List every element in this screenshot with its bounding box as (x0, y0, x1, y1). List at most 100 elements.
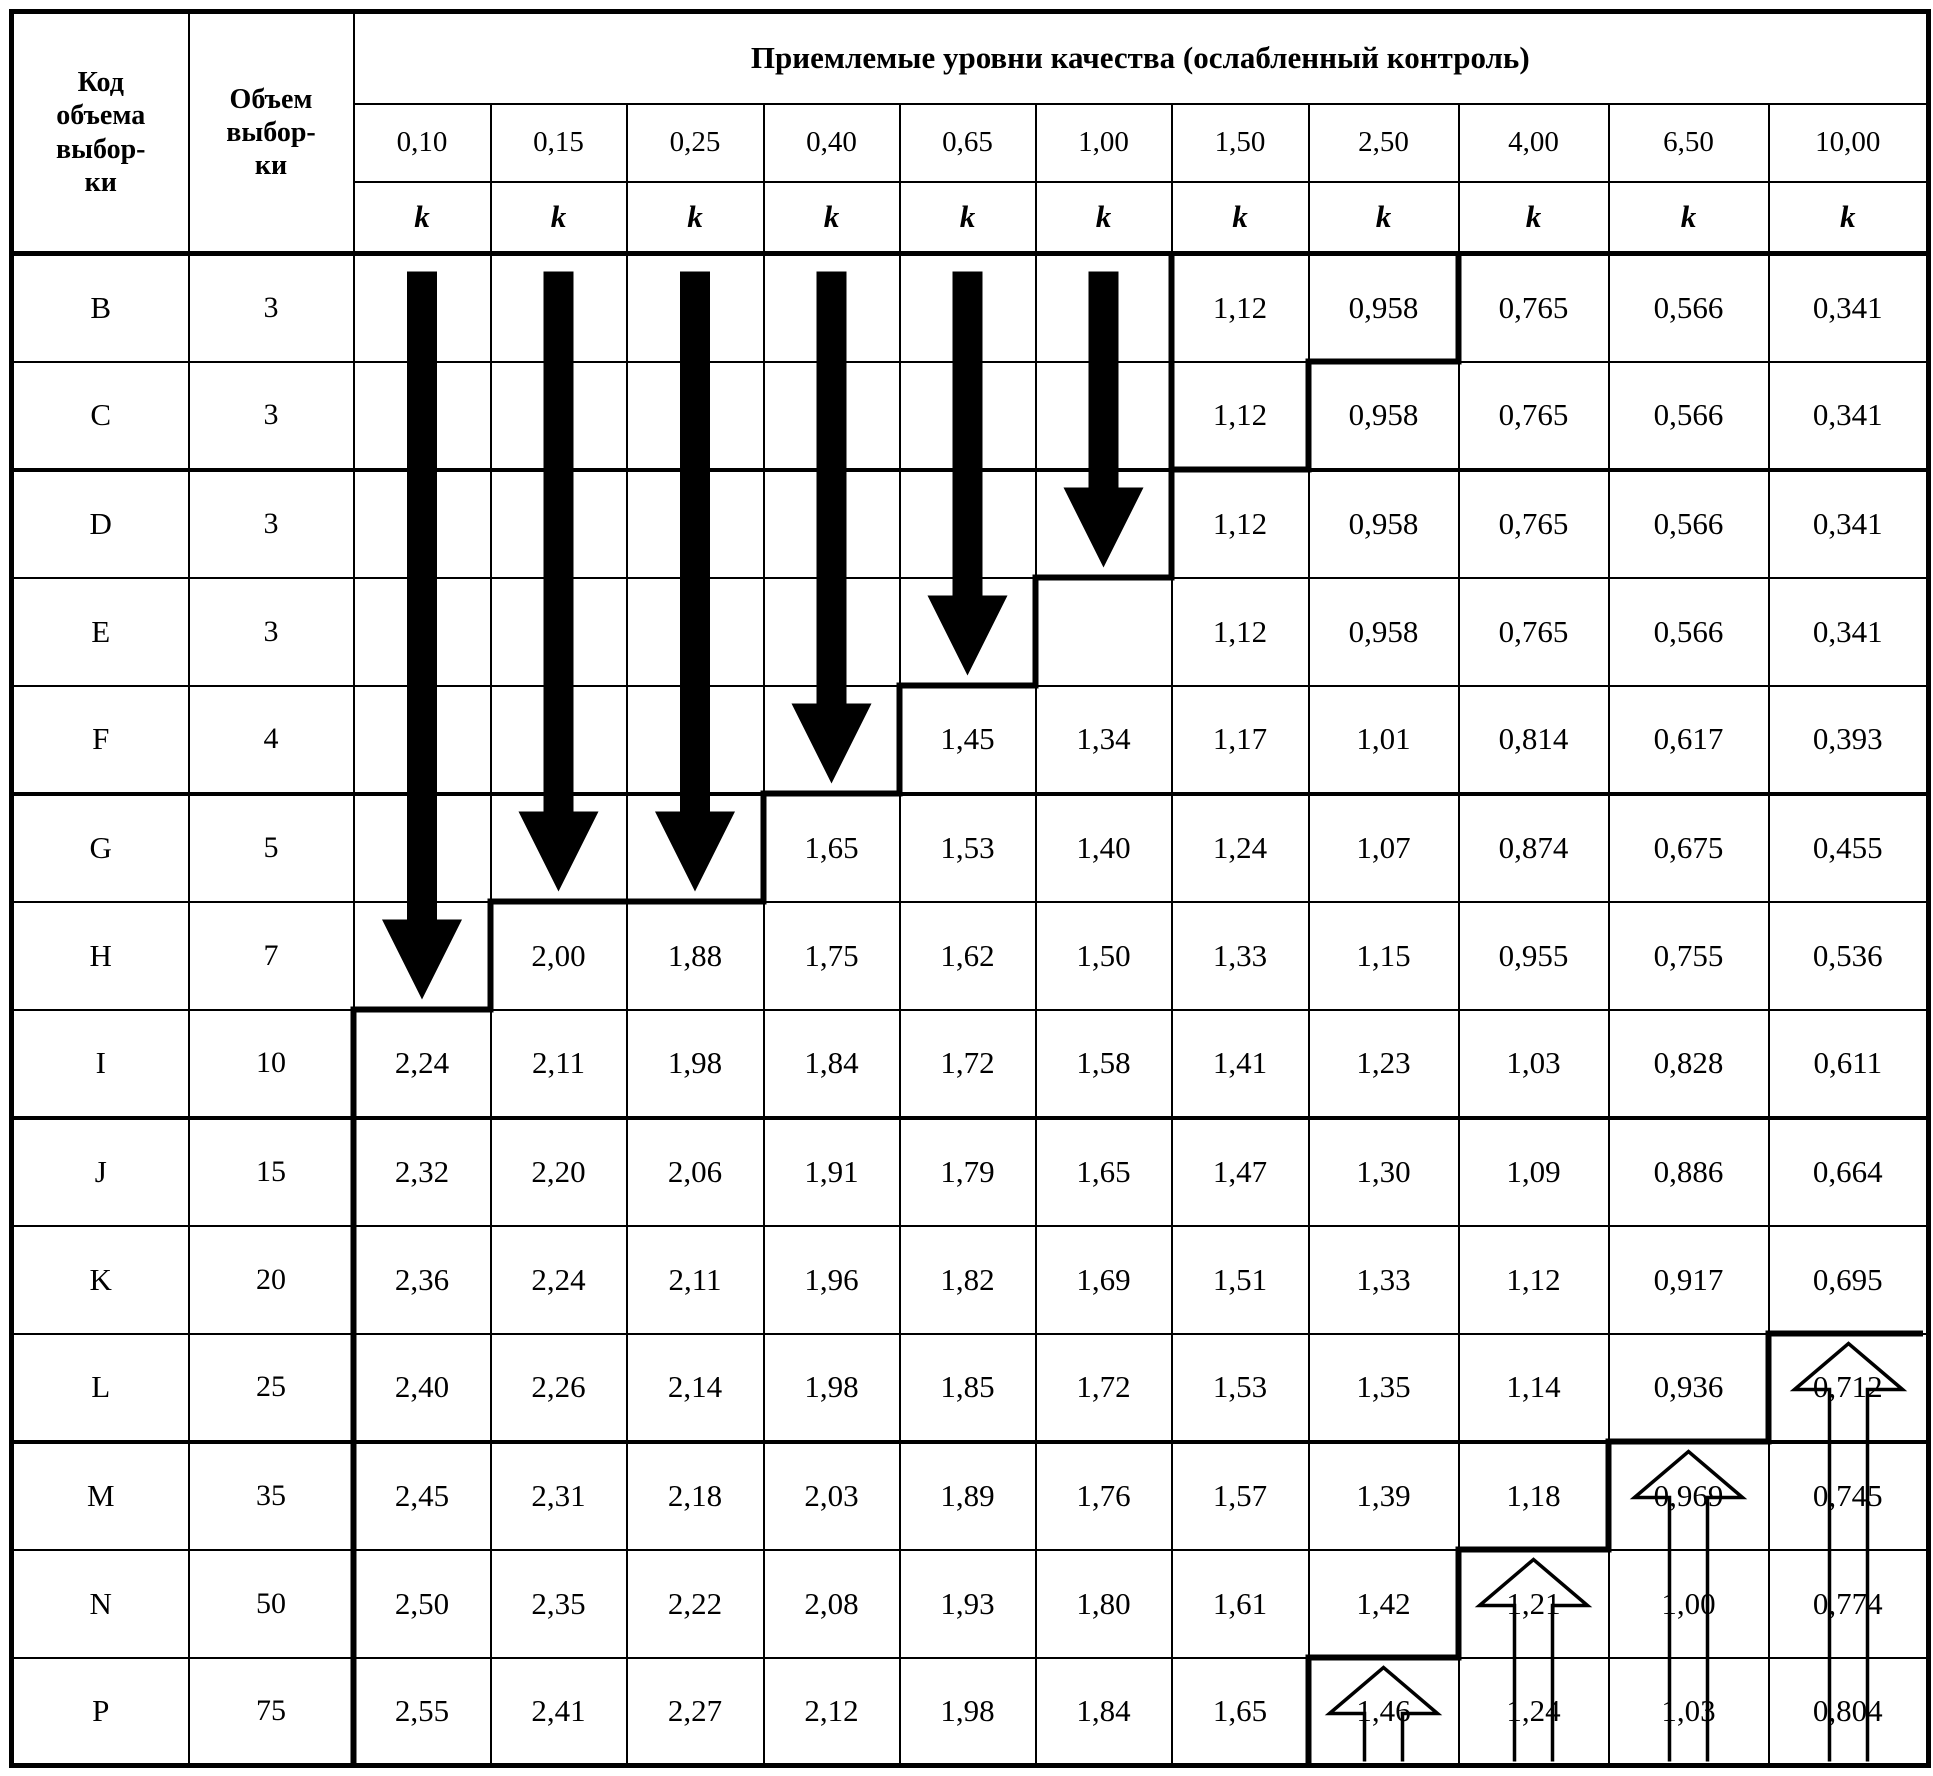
table-row: P 75 2,55 2,41 2,27 2,12 1,98 1,84 1,65 1,46 1,24 1… (10, 1656, 1930, 1767)
k-value-cell: 0,566 (1607, 467, 1770, 579)
aql-column-header: 6,50 (1607, 102, 1770, 183)
k-value-cell: 1,46 (1307, 1656, 1460, 1767)
sample-size-code-cell: F (10, 684, 190, 795)
aql-column-header: 0,40 (762, 102, 901, 183)
k-value-cell: 0,617 (1607, 684, 1770, 795)
k-value-cell: 2,18 (625, 1439, 765, 1551)
aql-column-header: 4,00 (1457, 102, 1610, 183)
sample-size-cell: 35 (187, 1439, 355, 1551)
sample-size-cell: 75 (187, 1656, 355, 1767)
table-row: E 3 1,12 0,958 0,765 0,566 0,341 (10, 576, 1930, 687)
aql-column-header: 0,25 (625, 102, 765, 183)
table-row: K 20 2,36 2,24 2,11 1,96 1,82 1,69 1,51 1,33 1,12 0… (10, 1224, 1930, 1335)
k-value-cell: 1,21 (1457, 1548, 1610, 1659)
sample-size-cell: 10 (187, 1008, 355, 1119)
table-row: G 5 1,65 1,53 1,40 1,24 1,07 0,874 0,675 0,455 (10, 791, 1930, 903)
sample-size-code-cell: N (10, 1548, 190, 1659)
k-value-cell: 0,958 (1307, 251, 1460, 363)
k-value-cell: 0,936 (1607, 1332, 1770, 1443)
k-value-cell: 1,14 (1457, 1332, 1610, 1443)
k-value-cell: 1,24 (1170, 791, 1310, 903)
k-statistic-header: k (1457, 180, 1610, 255)
k-value-cell: 0,611 (1767, 1008, 1930, 1119)
k-value-cell: 1,07 (1307, 791, 1460, 903)
k-value-cell (762, 360, 901, 471)
k-value-cell: 1,84 (762, 1008, 901, 1119)
k-value-cell (352, 251, 492, 363)
table-row: C 3 1,12 0,958 0,765 0,566 0,341 (10, 360, 1930, 471)
k-value-cell: 0,341 (1767, 251, 1930, 363)
k-value-cell: 2,22 (625, 1548, 765, 1659)
k-value-cell (762, 467, 901, 579)
k-value-cell: 2,24 (489, 1224, 628, 1335)
aql-column-header: 1,00 (1034, 102, 1173, 183)
k-value-cell: 1,65 (1034, 1115, 1173, 1227)
k-value-cell: 1,12 (1457, 1224, 1610, 1335)
k-value-cell: 1,91 (762, 1115, 901, 1227)
k-value-cell: 0,886 (1607, 1115, 1770, 1227)
table-row: I 10 2,24 2,11 1,98 1,84 1,72 1,58 1,41 1,23 1,03 0… (10, 1008, 1930, 1119)
k-value-cell: 1,12 (1170, 360, 1310, 471)
k-value-cell: 1,41 (1170, 1008, 1310, 1119)
k-value-cell (1034, 467, 1173, 579)
k-value-cell: 1,98 (898, 1656, 1037, 1767)
k-value-cell: 2,50 (352, 1548, 492, 1659)
sample-size-code-cell: B (10, 251, 190, 363)
reduced-inspection-k-table: Код объема выбор- ки Объем выбор- ки При… (9, 9, 1932, 1768)
k-value-cell: 2,27 (625, 1656, 765, 1767)
table-row: J 15 2,32 2,20 2,06 1,91 1,79 1,65 1,47 1,30 1,09 0… (10, 1115, 1930, 1227)
k-statistic-header: k (762, 180, 901, 255)
k-value-cell: 2,26 (489, 1332, 628, 1443)
k-value-cell: 0,695 (1767, 1224, 1930, 1335)
aql-column-header: 10,00 (1767, 102, 1930, 183)
k-value-cell: 1,33 (1307, 1224, 1460, 1335)
k-value-cell (352, 791, 492, 903)
k-value-cell (489, 684, 628, 795)
k-value-cell (1034, 251, 1173, 363)
sample-size-cell: 5 (187, 791, 355, 903)
sample-size-code-cell: P (10, 1656, 190, 1767)
k-value-cell: 1,62 (898, 900, 1037, 1011)
k-value-cell: 1,88 (625, 900, 765, 1011)
sample-size-code-cell: C (10, 360, 190, 471)
header-sample-size-code: Код объема выбор- ки (10, 10, 190, 255)
sample-size-cell: 3 (187, 576, 355, 687)
sample-size-cell: 7 (187, 900, 355, 1011)
k-value-cell (762, 251, 901, 363)
k-statistic-header: k (1034, 180, 1173, 255)
k-value-cell: 1,09 (1457, 1115, 1610, 1227)
k-value-cell: 2,12 (762, 1656, 901, 1767)
table-row: B 3 1,12 0,958 0,765 0,566 0,341 (10, 251, 1930, 363)
k-value-cell: 1,65 (1170, 1656, 1310, 1767)
table-row: L 25 2,40 2,26 2,14 1,98 1,85 1,72 1,53 1,35 1,14 0… (10, 1332, 1930, 1443)
k-value-cell (625, 467, 765, 579)
k-value-cell (489, 251, 628, 363)
k-value-cell: 0,958 (1307, 576, 1460, 687)
sample-size-code-cell: H (10, 900, 190, 1011)
k-value-cell: 0,765 (1457, 467, 1610, 579)
k-value-cell (352, 900, 492, 1011)
header-sample-size: Объем выбор- ки (187, 10, 355, 255)
k-value-cell: 0,675 (1607, 791, 1770, 903)
k-value-cell: 1,15 (1307, 900, 1460, 1011)
sample-size-code-cell: E (10, 576, 190, 687)
k-value-cell: 2,40 (352, 1332, 492, 1443)
k-value-cell: 2,06 (625, 1115, 765, 1227)
table-row: F 4 1,45 1,34 1,17 1,01 0,814 0,617 0,393 (10, 684, 1930, 795)
k-value-cell: 0,566 (1607, 251, 1770, 363)
k-value-cell: 2,36 (352, 1224, 492, 1335)
aql-column-header: 1,50 (1170, 102, 1310, 183)
k-statistic-header: k (1607, 180, 1770, 255)
k-value-cell: 0,755 (1607, 900, 1770, 1011)
k-value-cell: 1,24 (1457, 1656, 1610, 1767)
k-value-cell: 1,84 (1034, 1656, 1173, 1767)
k-value-cell: 2,11 (625, 1224, 765, 1335)
k-value-cell: 1,00 (1607, 1548, 1770, 1659)
k-value-cell: 1,75 (762, 900, 901, 1011)
sample-size-cell: 3 (187, 360, 355, 471)
table-row: H 7 2,00 1,88 1,75 1,62 1,50 1,33 1,15 0,955 0,755… (10, 900, 1930, 1011)
k-statistic-header: k (352, 180, 492, 255)
k-value-cell: 1,72 (1034, 1332, 1173, 1443)
k-value-cell: 1,01 (1307, 684, 1460, 795)
